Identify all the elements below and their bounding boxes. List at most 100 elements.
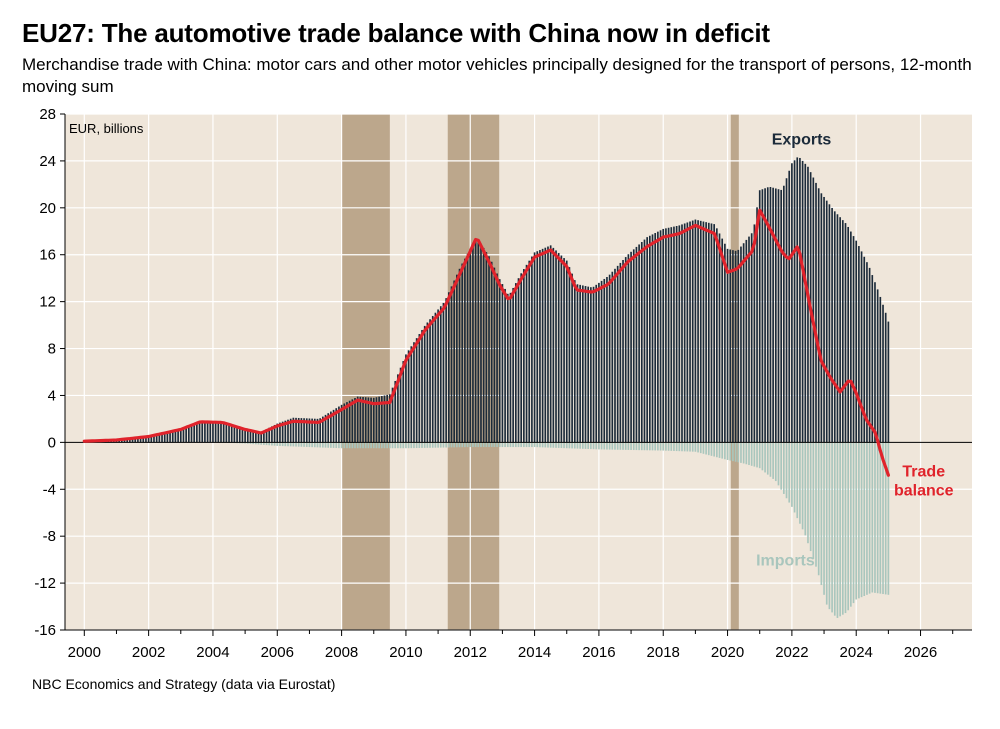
x-tick-label: 2020: [711, 644, 744, 661]
y-tick-label: -8: [43, 528, 56, 545]
import-bar: [415, 442, 418, 449]
export-bar: [134, 437, 137, 443]
import-bar: [389, 442, 391, 449]
import-bar: [501, 442, 504, 448]
import-bar: [472, 442, 474, 448]
export-bar: [590, 287, 592, 443]
export-bar: [850, 231, 852, 443]
export-bar: [584, 286, 587, 443]
export-bar: [531, 256, 533, 443]
import-bar: [724, 442, 726, 460]
import-bar: [638, 442, 640, 451]
export-bar: [686, 222, 689, 443]
export-bar: [308, 418, 311, 443]
import-bar: [362, 442, 364, 449]
import-bar: [544, 442, 547, 448]
export-bar: [514, 283, 517, 443]
import-bar: [622, 442, 624, 450]
export-bar: [214, 421, 217, 443]
export-bar: [458, 268, 461, 443]
export-bar: [839, 217, 841, 443]
import-bar: [817, 442, 820, 576]
export-bar: [855, 240, 858, 443]
import-bar: [866, 442, 868, 595]
import-bar: [547, 442, 549, 448]
export-bar: [338, 406, 340, 443]
import-bar: [477, 442, 480, 448]
export-bar: [681, 224, 683, 443]
export-bar: [305, 418, 308, 443]
import-bar: [313, 442, 316, 448]
export-bar: [662, 228, 665, 443]
export-bar: [169, 430, 171, 443]
import-bar: [255, 442, 257, 445]
exports-annotation: Exports: [772, 131, 832, 148]
export-bar: [364, 397, 367, 443]
import-bar: [260, 442, 263, 445]
export-bar: [729, 249, 732, 443]
export-bar: [614, 268, 616, 443]
export-bar: [777, 189, 780, 443]
export-bar: [429, 319, 431, 443]
export-bar: [439, 306, 442, 443]
export-bar: [825, 200, 828, 443]
export-bar: [705, 222, 707, 443]
export-bar: [252, 430, 254, 443]
import-bar: [434, 442, 437, 448]
import-bar: [375, 442, 378, 449]
import-bar: [490, 442, 493, 448]
export-bar: [820, 193, 823, 443]
import-bar: [343, 442, 346, 449]
export-bar: [823, 196, 825, 443]
import-bar: [555, 442, 557, 448]
export-bar: [442, 302, 445, 443]
export-bar: [815, 182, 817, 443]
import-bar: [453, 442, 456, 448]
export-bar: [882, 304, 884, 443]
export-bar: [649, 235, 651, 443]
import-bar: [576, 442, 579, 449]
export-bar: [498, 279, 501, 443]
import-bar: [812, 442, 815, 559]
export-bar: [201, 420, 204, 443]
export-bar: [571, 273, 573, 443]
import-bar: [804, 442, 807, 536]
export-bar: [793, 160, 796, 443]
export-bar: [171, 430, 174, 443]
export-bar: [233, 424, 236, 443]
import-bar: [831, 442, 833, 613]
import-bar: [279, 442, 281, 446]
import-bar: [750, 442, 753, 466]
x-tick-label: 2026: [904, 644, 937, 661]
import-bar: [614, 442, 616, 450]
export-bar: [643, 239, 646, 443]
import-bar: [533, 442, 536, 448]
import-bar: [439, 442, 442, 448]
export-bar: [437, 309, 439, 443]
import-bar: [710, 442, 713, 456]
export-bar: [791, 163, 793, 443]
import-bar: [702, 442, 705, 454]
export-bar: [683, 223, 686, 443]
import-bar: [705, 442, 707, 455]
export-bar: [863, 256, 866, 443]
import-bar: [563, 442, 565, 449]
import-bar: [316, 442, 319, 448]
import-bar: [783, 442, 785, 494]
export-bar: [788, 170, 791, 443]
export-bar: [311, 418, 313, 443]
export-bar: [206, 420, 209, 443]
import-bar: [244, 442, 246, 444]
import-bar: [571, 442, 573, 449]
export-bar: [598, 282, 600, 443]
y-tick-label: 4: [48, 387, 56, 404]
export-bar: [509, 292, 512, 443]
import-bar: [850, 442, 852, 607]
import-bar: [745, 442, 748, 465]
import-bar: [292, 442, 295, 447]
import-bar: [756, 442, 758, 468]
export-bar: [297, 417, 300, 443]
export-bar: [236, 425, 238, 443]
export-bar: [182, 427, 185, 443]
export-bar: [362, 397, 364, 443]
